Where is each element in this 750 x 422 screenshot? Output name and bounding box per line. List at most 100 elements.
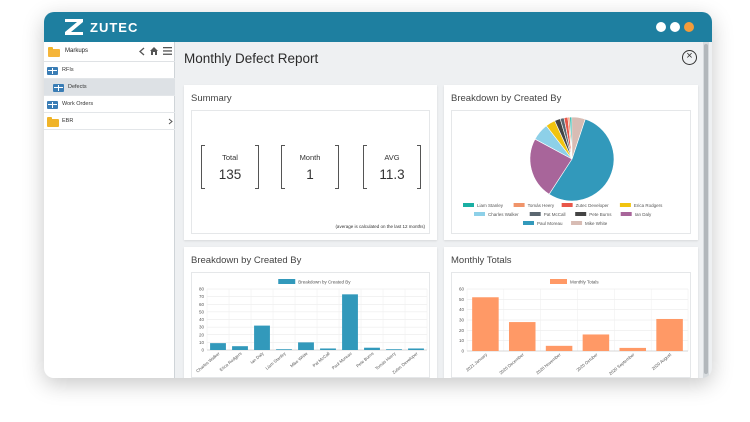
- app-brand: ZUTEC: [90, 20, 139, 35]
- sidebar-item-ebr[interactable]: EBR: [44, 113, 175, 130]
- sidebar-item-work-orders[interactable]: Work Orders: [44, 96, 175, 113]
- sidebar-item-label: RFIs: [62, 67, 74, 73]
- bar-legend-label[interactable]: Breakdown by Created By: [298, 279, 351, 284]
- summary-title: Summary: [191, 93, 232, 104]
- window-dot-1[interactable]: [656, 22, 666, 32]
- stat-month: Month 1: [281, 145, 339, 189]
- bar-liam-stanley[interactable]: [276, 349, 292, 350]
- bar-zutec-developer[interactable]: [408, 348, 424, 350]
- legend-label[interactable]: Tomás Heery: [528, 203, 555, 208]
- bar-erica-rodgers[interactable]: [232, 346, 248, 350]
- sidebar-header-label: Markups: [65, 48, 89, 54]
- legend-swatch: [463, 203, 474, 207]
- stat-total: Total 135: [201, 145, 259, 189]
- bar-chart-title: Breakdown by Created By: [191, 255, 302, 266]
- app-window: ZUTEC Markups RFIs Defects: [44, 12, 712, 378]
- bar-2020-december[interactable]: [508, 322, 536, 351]
- window-dot-3[interactable]: [684, 22, 694, 32]
- menu-icon[interactable]: [163, 47, 172, 55]
- window-dot-2[interactable]: [670, 22, 680, 32]
- x-tick-label: Ian Daly: [249, 350, 265, 365]
- stat-label: AVG: [384, 153, 400, 162]
- y-tick-label: 10: [459, 338, 465, 343]
- y-tick-label: 30: [459, 318, 465, 323]
- bar-legend-label[interactable]: Monthly Totals: [570, 279, 599, 284]
- stat-label: Month: [299, 153, 321, 162]
- y-tick-label: 40: [459, 307, 465, 312]
- y-tick-label: 0: [461, 349, 464, 354]
- legend-label[interactable]: Ian Daly: [635, 212, 652, 217]
- x-tick-label: 2020 August: [651, 351, 673, 371]
- bar-2020-august[interactable]: [656, 318, 683, 351]
- x-tick-label: Charles Walker: [195, 351, 221, 374]
- y-tick-label: 30: [199, 325, 205, 330]
- x-tick-label: Paul Moreau: [331, 351, 353, 371]
- pie-chart-card: Breakdown by Created By Liam Stanley Tomá…: [444, 85, 698, 240]
- bar-paul-moreau[interactable]: [342, 294, 358, 350]
- x-tick-label: Pete Burns: [355, 351, 375, 368]
- folder-icon: [47, 117, 59, 127]
- bar-2021-january[interactable]: [472, 297, 499, 351]
- stat-avg: AVG 11.3: [363, 145, 421, 189]
- bar-legend-swatch: [278, 279, 296, 284]
- bar-2020-october[interactable]: [582, 334, 610, 351]
- y-tick-label: 0: [201, 348, 204, 353]
- y-tick-label: 50: [459, 297, 465, 302]
- bar-2020-november[interactable]: [545, 345, 573, 351]
- stat-label: Total: [222, 153, 238, 162]
- legend-label[interactable]: Charles Walker: [488, 212, 519, 217]
- sidebar-item-label: EBR: [62, 118, 74, 124]
- bar-tom-s-heery[interactable]: [386, 349, 402, 350]
- bar-chart-monthly-totals: Monthly Totals 0 10 20 30 40 50 60 2021 January 2…: [459, 279, 689, 376]
- x-tick-label: Liam Stanley: [264, 350, 287, 370]
- legend-label[interactable]: Erica Rodgers: [634, 203, 663, 208]
- sidebar-item-rfis[interactable]: RFIs: [44, 62, 175, 79]
- stat-value: 1: [306, 167, 314, 182]
- y-tick-label: 20: [199, 332, 205, 337]
- pie-slice-ian-daly[interactable]: [529, 138, 573, 195]
- x-tick-label: 2020 December: [498, 352, 525, 376]
- y-tick-label: 20: [459, 328, 465, 333]
- sidebar-item-defects[interactable]: Defects: [44, 79, 175, 96]
- monthly-totals-card: Monthly Totals Monthly Totals 0 10 20 30 40 50…: [444, 247, 698, 378]
- bar-chart-created-by: Breakdown by Created By 0 10 20 30 40 50 60 70 80…: [195, 279, 428, 375]
- legend-label[interactable]: Liam Stanley: [477, 203, 504, 208]
- y-tick-label: 60: [199, 302, 205, 307]
- bar-chart-card: Breakdown by Created By Breakdown by Cre…: [184, 247, 437, 378]
- legend-label[interactable]: Pete Burns: [589, 212, 612, 217]
- close-button[interactable]: ×: [682, 50, 697, 65]
- legend-label[interactable]: Zutec Developer: [576, 203, 610, 208]
- page-title: Monthly Defect Report: [184, 51, 319, 66]
- legend-swatch: [523, 221, 534, 225]
- bar-chart-panel: Breakdown by Created By 0 10 20 30 40 50 60 70 80…: [191, 272, 430, 378]
- sidebar: Markups RFIs Defects Work Orders: [44, 42, 175, 378]
- pie-chart-title: Breakdown by Created By: [451, 93, 562, 104]
- summary-card: Summary Total 135 Month 1 AVG 11.3 (av: [184, 85, 437, 240]
- legend-swatch: [474, 212, 485, 216]
- scrollbar-thumb[interactable]: [704, 44, 708, 374]
- home-icon[interactable]: [149, 46, 159, 56]
- legend-swatch: [529, 212, 541, 216]
- main-scrollbar[interactable]: [703, 42, 709, 378]
- bar-2020-september[interactable]: [619, 347, 647, 351]
- pie-slice-paul-moreau[interactable]: [548, 118, 615, 202]
- bar-pat-mccall[interactable]: [320, 348, 336, 350]
- bar-mike-white[interactable]: [298, 342, 314, 350]
- pie-slice-mike-white[interactable]: [571, 116, 586, 160]
- legend-label[interactable]: Pat McCall: [544, 212, 566, 217]
- legend-label[interactable]: Paul Moreau: [537, 221, 563, 226]
- pie-chart: Liam Stanley Tomás Heery Zutec Developer Er…: [463, 116, 663, 226]
- monthly-totals-title: Monthly Totals: [451, 255, 512, 266]
- table-icon: [47, 101, 58, 109]
- legend-label[interactable]: Mike White: [585, 221, 608, 226]
- bar-charles-walker[interactable]: [210, 343, 226, 350]
- sidebar-header: Markups: [44, 42, 175, 62]
- bar-ian-daly[interactable]: [254, 325, 270, 350]
- chevron-left-icon[interactable]: [138, 47, 146, 56]
- chevron-right-icon: [168, 118, 173, 125]
- average-note: (average is calculated on the last 12 mo…: [335, 224, 425, 229]
- x-tick-label: 2020 November: [535, 352, 562, 376]
- pie-chart-panel: Liam Stanley Tomás Heery Zutec Developer Er…: [451, 110, 691, 234]
- y-tick-label: 50: [199, 309, 205, 314]
- bar-pete-burns[interactable]: [364, 347, 380, 350]
